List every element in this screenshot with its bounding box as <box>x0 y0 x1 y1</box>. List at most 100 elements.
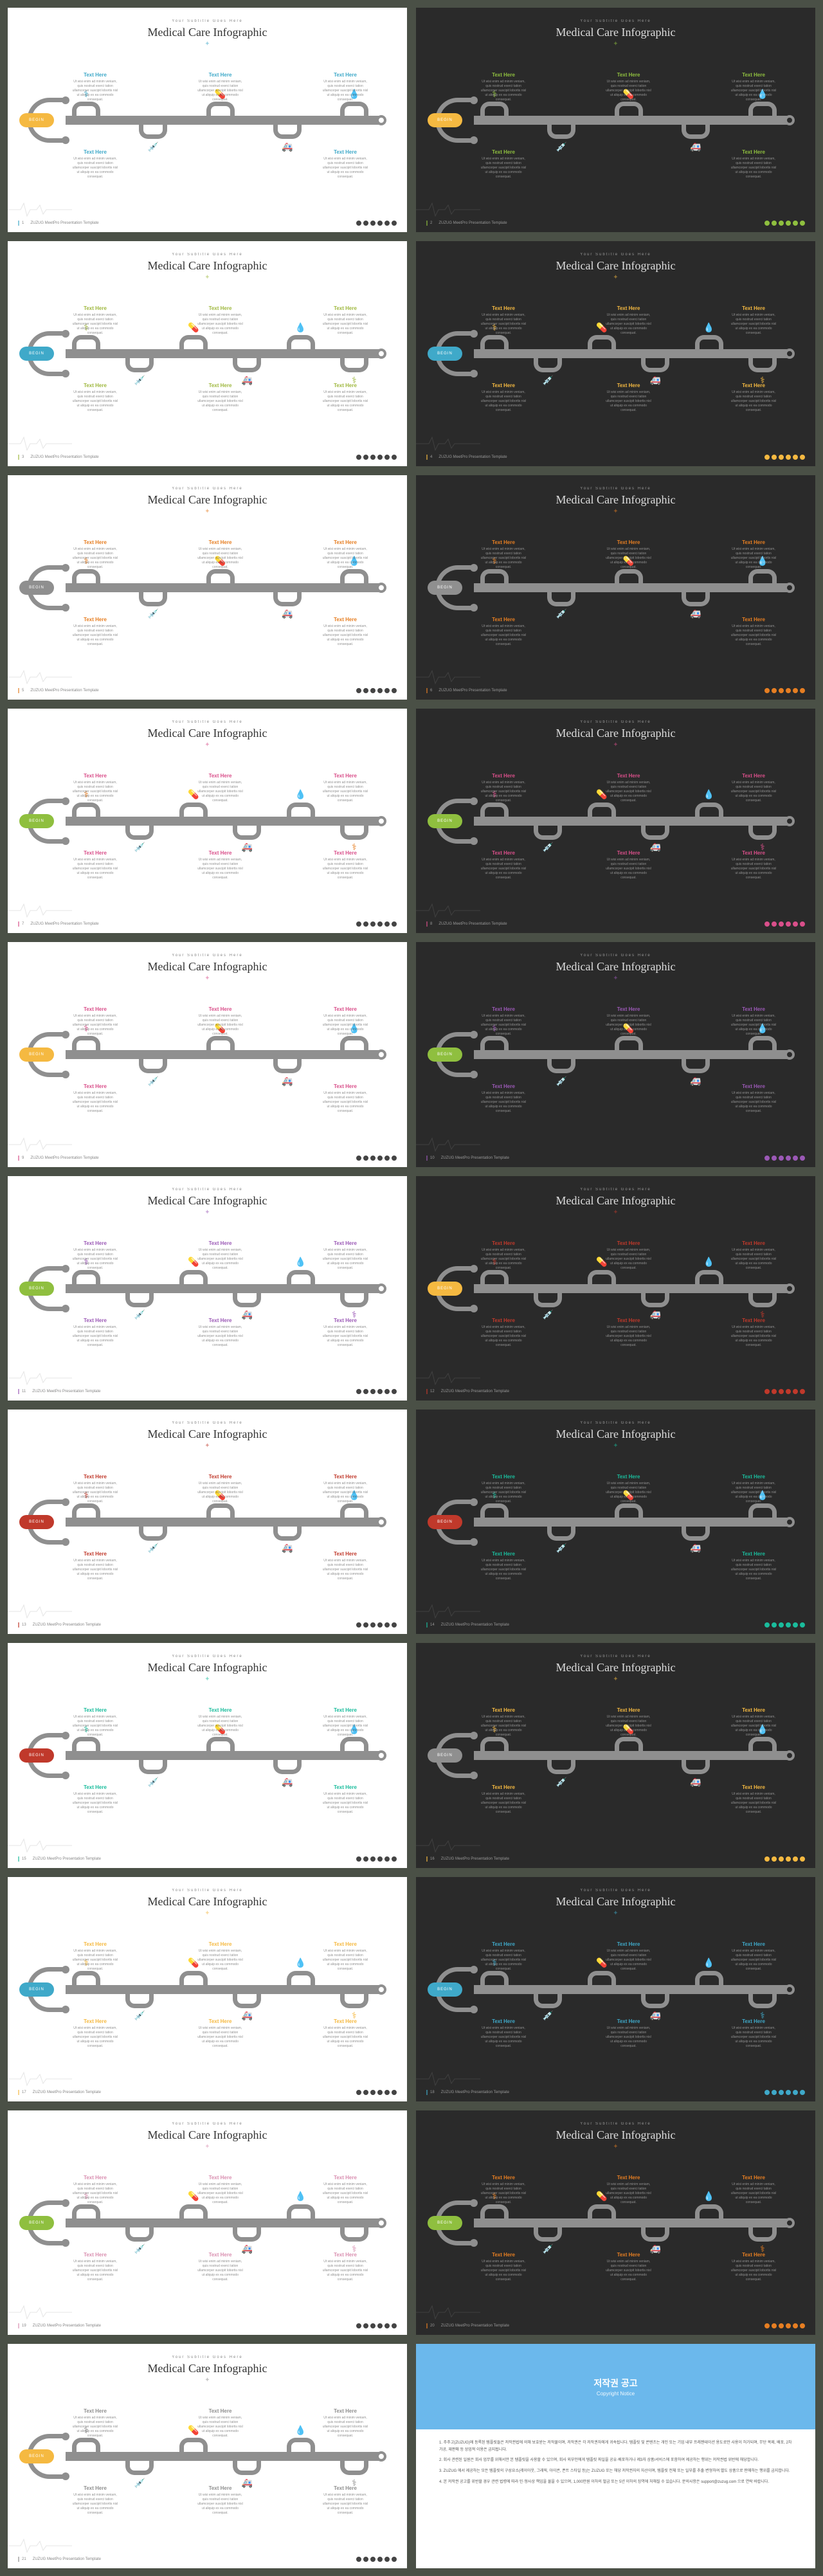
label-body: Ut wisi enim ad minim veniam, quis nostr… <box>730 390 777 413</box>
text-block: Text HereUt wisi enim ad minim veniam, q… <box>606 2175 652 2205</box>
slide: Your Subtitle Goes HereMedical Care Info… <box>8 709 407 933</box>
bump-node: 💊 <box>179 340 208 367</box>
text-block: Text HereUt wisi enim ad minim veniam, q… <box>730 1784 777 1815</box>
label-heading: Text Here <box>480 1707 527 1713</box>
slide-footer: 1ZUZUG MeetPro Presentation Template <box>18 221 99 226</box>
label-body: Ut wisi enim ad minim veniam, quis nostr… <box>480 1325 527 1348</box>
pager-dots <box>356 455 397 460</box>
pager-dots <box>764 1156 805 1161</box>
stethoscope-diagram: BEGIN⚕💉💊🚑💧⚕Text HereUt wisi enim ad mini… <box>442 2175 790 2271</box>
label-heading: Text Here <box>197 540 244 545</box>
bump-node: ⚕ <box>72 2443 100 2470</box>
page-number: 4 <box>426 455 435 460</box>
bump-node: ⚕ <box>72 1275 100 1302</box>
bumps-row: ⚕💉💊🚑💧⚕ <box>480 340 777 367</box>
bump-node: 💉 <box>534 808 562 835</box>
footer-text: ZUZUG MeetPro Presentation Template <box>441 1857 509 1861</box>
bump-node: ⚕ <box>480 1509 509 1536</box>
label-body: Ut wisi enim ad minim veniam, quis nostr… <box>197 2493 244 2516</box>
text-block: Text HereUt wisi enim ad minim veniam, q… <box>480 1084 527 1114</box>
label-body: Ut wisi enim ad minim veniam, quis nostr… <box>606 2182 652 2205</box>
bump-node: ⚕ <box>72 1976 100 2003</box>
text-block: Text HereUt wisi enim ad minim veniam, q… <box>72 383 118 413</box>
slide-title: Medical Care Infographic <box>416 727 815 740</box>
label-body: Ut wisi enim ad minim veniam, quis nostr… <box>730 1091 777 1114</box>
ekg-decoration <box>416 667 480 687</box>
text-block: Text HereUt wisi enim ad minim veniam, q… <box>730 850 777 880</box>
pager-dots <box>764 921 805 927</box>
bump-node: 💊 <box>615 1742 643 1769</box>
label-heading: Text Here <box>72 2485 118 2491</box>
bump-node: 🚑 <box>682 574 710 601</box>
pager-dot <box>370 1389 375 1394</box>
label-heading: Text Here <box>322 1941 368 1947</box>
slide: Your Subtitle Goes HereMedical Care Info… <box>416 709 815 933</box>
text-block: Text HereUt wisi enim ad minim veniam, q… <box>322 1941 368 1972</box>
label-heading: Text Here <box>480 1551 527 1557</box>
page-number: 5 <box>18 688 26 693</box>
label-heading: Text Here <box>730 1240 777 1246</box>
begin-badge: BEGIN <box>428 2216 462 2230</box>
divider-icon: ✦ <box>8 2143 407 2150</box>
begin-badge: BEGIN <box>428 814 462 828</box>
bump-node: 💊 <box>588 1976 616 2003</box>
label-row: Text HereUt wisi enim ad minim veniam, q… <box>480 2018 777 2049</box>
label-body: Ut wisi enim ad minim veniam, quis nostr… <box>730 157 777 179</box>
pager-dot <box>356 688 361 693</box>
bumps-row: ⚕💉💊🚑💧 <box>480 1509 777 1536</box>
begin-badge: BEGIN <box>19 1282 54 1296</box>
label-row: Text HereUt wisi enim ad minim veniam, q… <box>72 1941 368 1972</box>
bump-node: 💧 <box>287 1275 315 1302</box>
stethoscope-diagram: BEGIN⚕💉💊🚑💧Text HereUt wisi enim ad minim… <box>33 1006 381 1103</box>
bump-node: ⚕ <box>480 1041 509 1068</box>
bump-node: 🚑 <box>641 340 669 367</box>
label-heading: Text Here <box>322 2252 368 2258</box>
label-body: Ut wisi enim ad minim veniam, quis nostr… <box>606 858 652 880</box>
label-heading: Text Here <box>730 1941 777 1947</box>
page-number: 12 <box>426 1389 437 1394</box>
label-heading: Text Here <box>480 617 527 622</box>
pager-dot <box>363 688 368 693</box>
bump-node: 💉 <box>547 107 575 134</box>
bump-node: ⚕ <box>748 2209 777 2236</box>
text-block: Text HereUt wisi enim ad minim veniam, q… <box>480 383 527 413</box>
bump-node: 💧 <box>748 1041 777 1068</box>
slide-footer: 17ZUZUG MeetPro Presentation Template <box>18 2090 101 2095</box>
text-block: Text HereUt wisi enim ad minim veniam, q… <box>322 1707 368 1737</box>
text-block: Text HereUt wisi enim ad minim veniam, q… <box>730 383 777 413</box>
begin-badge: BEGIN <box>19 2449 54 2463</box>
pager-dot <box>370 1856 375 1862</box>
pager-dot <box>793 1389 798 1394</box>
label-heading: Text Here <box>322 1784 368 1790</box>
page-number: 20 <box>426 2323 437 2328</box>
text-block: Text HereUt wisi enim ad minim veniam, q… <box>72 2175 118 2205</box>
pager-dot <box>356 921 361 927</box>
text-block: Text HereUt wisi enim ad minim veniam, q… <box>606 305 652 336</box>
label-row: Text HereUt wisi enim ad minim veniam, q… <box>480 149 777 179</box>
label-heading: Text Here <box>72 305 118 311</box>
label-body: Ut wisi enim ad minim veniam, quis nostr… <box>480 1792 527 1815</box>
pager-dot <box>793 2323 798 2328</box>
footer-text: ZUZUG MeetPro Presentation Template <box>30 221 98 225</box>
label-body: Ut wisi enim ad minim veniam, quis nostr… <box>606 80 652 102</box>
bump-node: ⚕ <box>340 1275 368 1302</box>
pager-dot <box>800 921 805 927</box>
ekg-decoration <box>416 1368 480 1388</box>
pager-dot <box>363 1156 368 1161</box>
ekg-decoration <box>8 1602 72 1621</box>
bump-node: ⚕ <box>480 574 509 601</box>
label-body: Ut wisi enim ad minim veniam, quis nostr… <box>72 390 118 413</box>
pager-dot <box>377 221 383 226</box>
bump-node: 💊 <box>179 1976 208 2003</box>
label-heading: Text Here <box>730 1084 777 1089</box>
label-body: Ut wisi enim ad minim veniam, quis nostr… <box>730 858 777 880</box>
bump-node: 💉 <box>139 1509 167 1536</box>
label-heading: Text Here <box>322 1318 368 1323</box>
subtitle: Your Subtitle Goes Here <box>8 1421 407 1425</box>
stethoscope-diagram: BEGIN⚕💉💊🚑💧⚕Text HereUt wisi enim ad mini… <box>442 773 790 869</box>
pager-dot <box>377 455 383 460</box>
subtitle: Your Subtitle Goes Here <box>416 1655 815 1658</box>
stethoscope-diagram: BEGIN⚕💉💊🚑💧⚕Text HereUt wisi enim ad mini… <box>442 1240 790 1337</box>
pager-dot <box>356 1156 361 1161</box>
subtitle: Your Subtitle Goes Here <box>8 487 407 491</box>
